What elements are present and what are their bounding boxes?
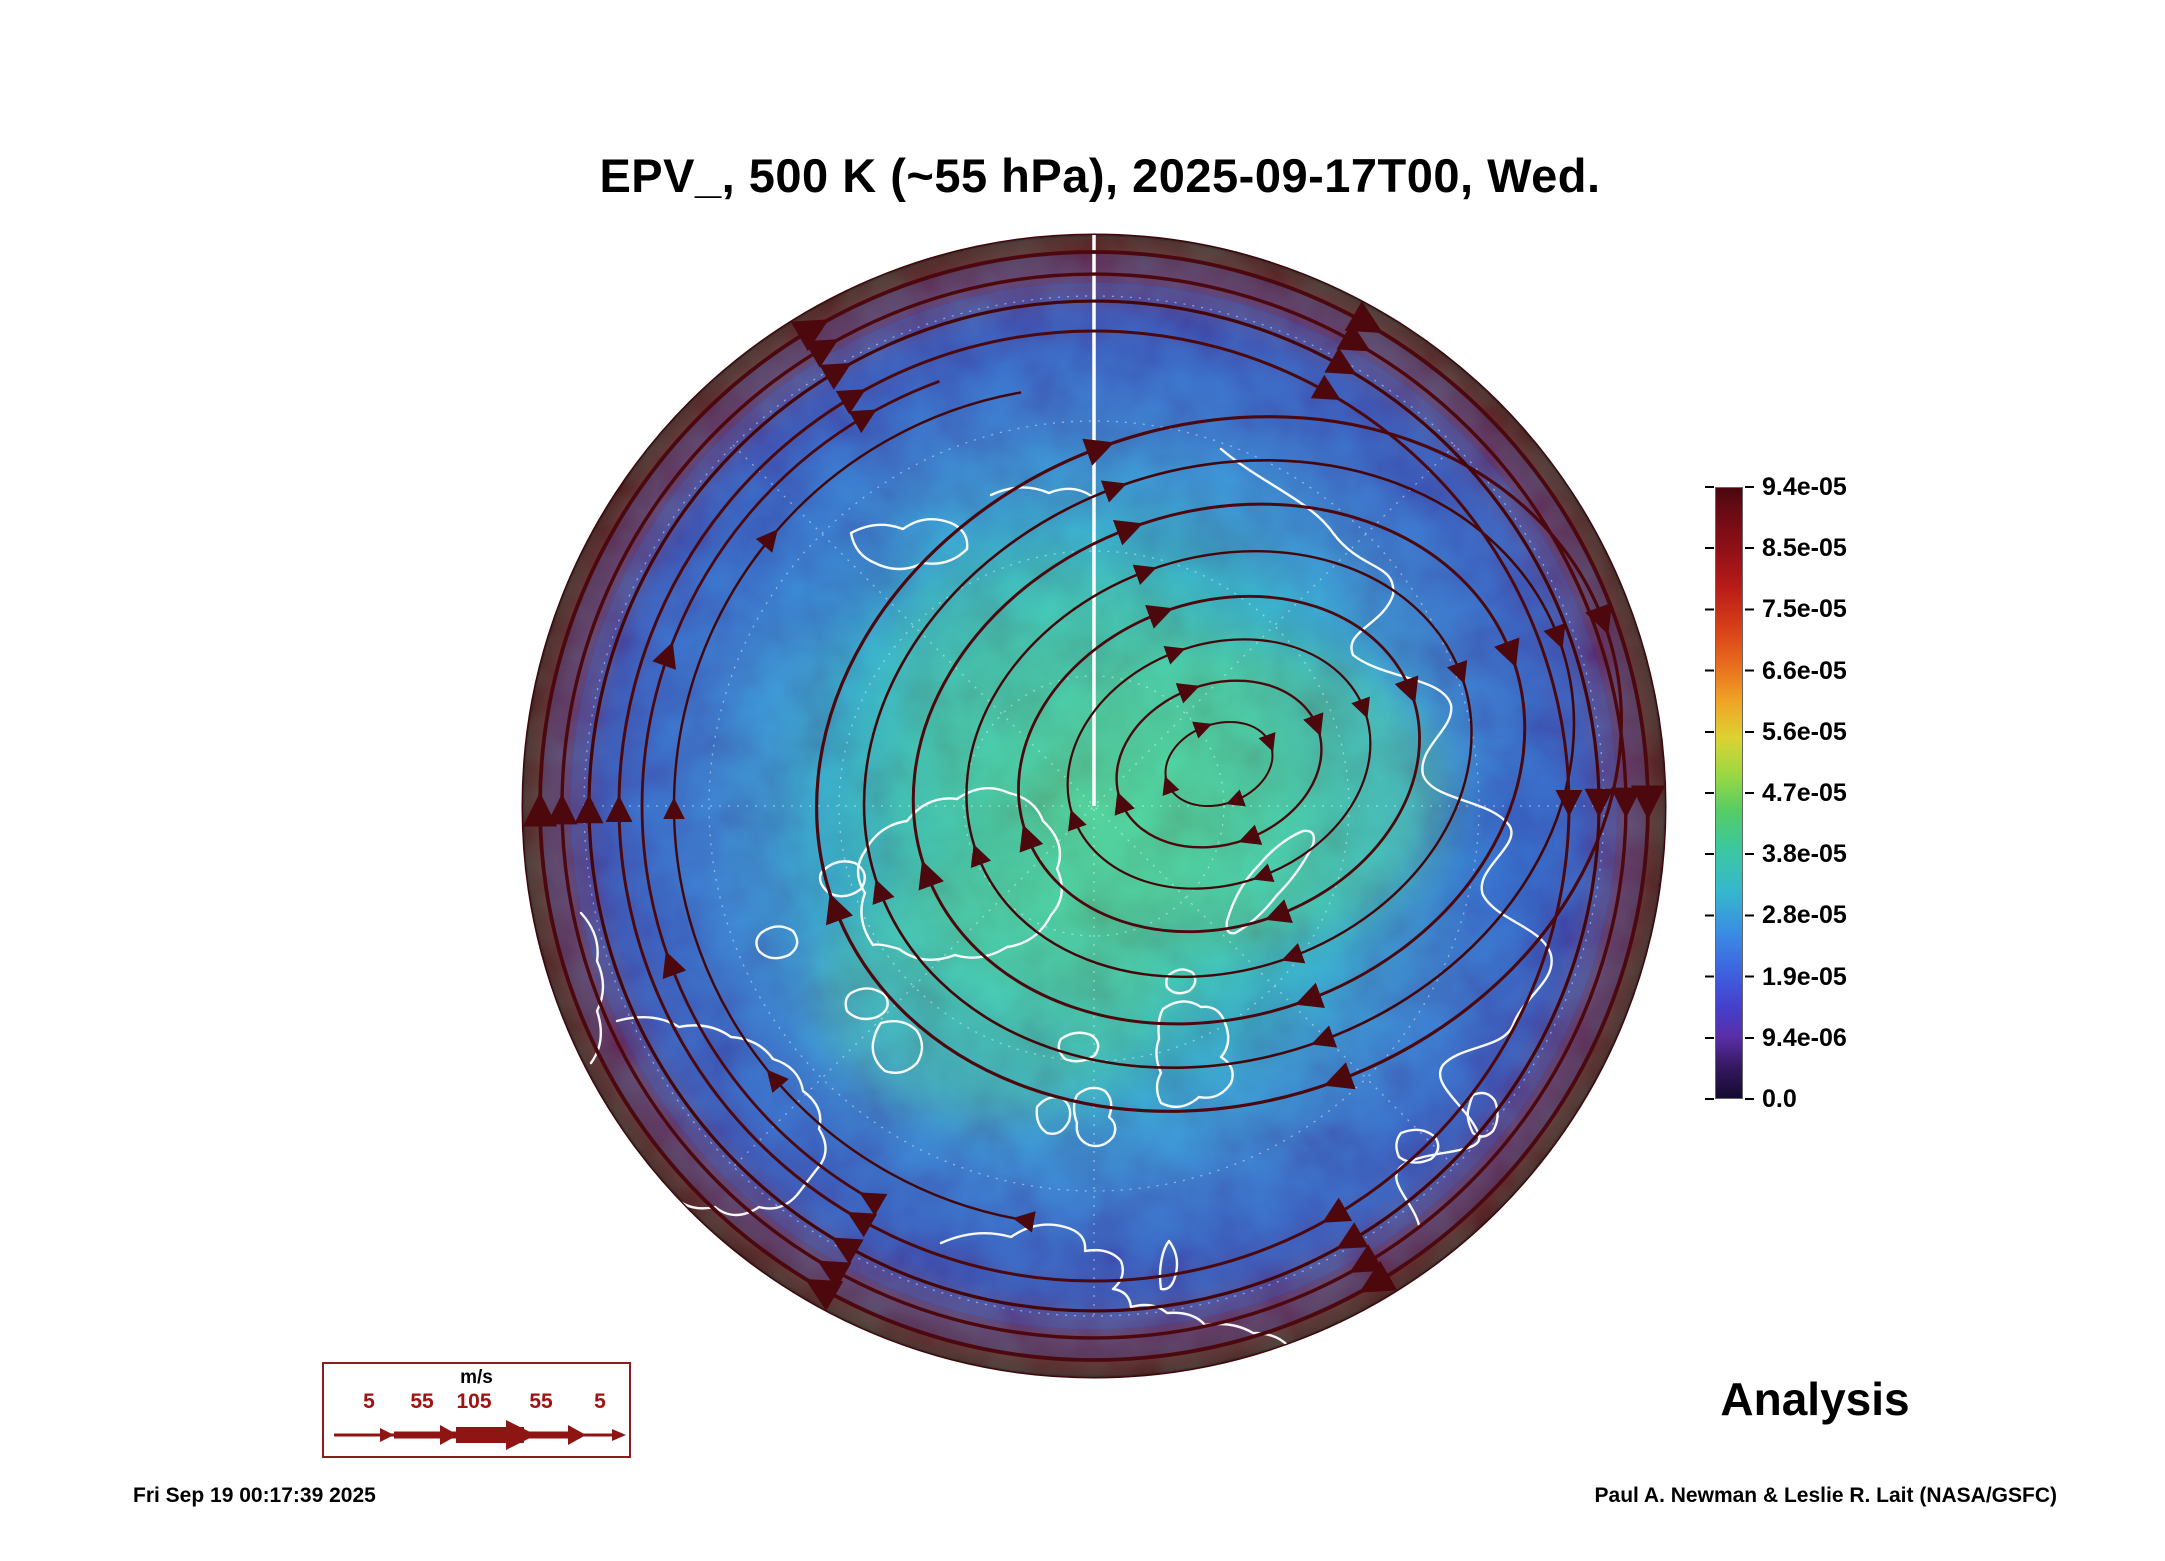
wind-speed-legend: m/s 5 55 105 55 5 bbox=[322, 1362, 631, 1458]
streamlines bbox=[523, 250, 1665, 1362]
wind-speed-value: 5 bbox=[363, 1390, 375, 1413]
credit: Paul A. Newman & Leslie R. Lait (NASA/GS… bbox=[1594, 1484, 2057, 1507]
wind-arrow-scale-icon bbox=[334, 1420, 626, 1450]
colorbar-gradient bbox=[1715, 487, 1743, 1099]
wind-speed-value: 105 bbox=[456, 1390, 492, 1413]
colorbar-tick-label: 9.4e-05 bbox=[1762, 473, 1847, 501]
colorbar-ticks-left bbox=[1705, 486, 1714, 1102]
colorbar-tick-label: 6.6e-05 bbox=[1762, 657, 1847, 685]
colorbar-tick-label: 9.4e-06 bbox=[1762, 1024, 1847, 1052]
colorbar-tick-label: 1.9e-05 bbox=[1762, 963, 1847, 991]
wind-speed-value: 55 bbox=[410, 1390, 434, 1413]
colorbar-tick-label: 4.7e-05 bbox=[1762, 779, 1847, 807]
wind-unit-label: m/s bbox=[460, 1367, 493, 1388]
colorbar-tick-label: 3.8e-05 bbox=[1762, 840, 1847, 868]
timestamp: Fri Sep 19 00:17:39 2025 bbox=[133, 1484, 376, 1507]
colorbar-tick-label: 0.0 bbox=[1762, 1085, 1797, 1113]
wind-speed-value: 5 bbox=[594, 1390, 606, 1413]
colorbar-tick-label: 7.5e-05 bbox=[1762, 595, 1847, 623]
polar-map bbox=[521, 233, 1667, 1379]
analysis-label: Analysis bbox=[1720, 1373, 1910, 1425]
colorbar-tick-label: 8.5e-05 bbox=[1762, 534, 1847, 562]
figure-title: EPV_, 500 K (~55 hPa), 2025-09-17T00, We… bbox=[599, 149, 1601, 202]
colorbar-tick-label: 5.6e-05 bbox=[1762, 718, 1847, 746]
colorbar-tick-label: 2.8e-05 bbox=[1762, 901, 1847, 929]
colorbar-ticks-right bbox=[1745, 486, 1754, 1102]
wind-speed-value: 55 bbox=[529, 1390, 553, 1413]
